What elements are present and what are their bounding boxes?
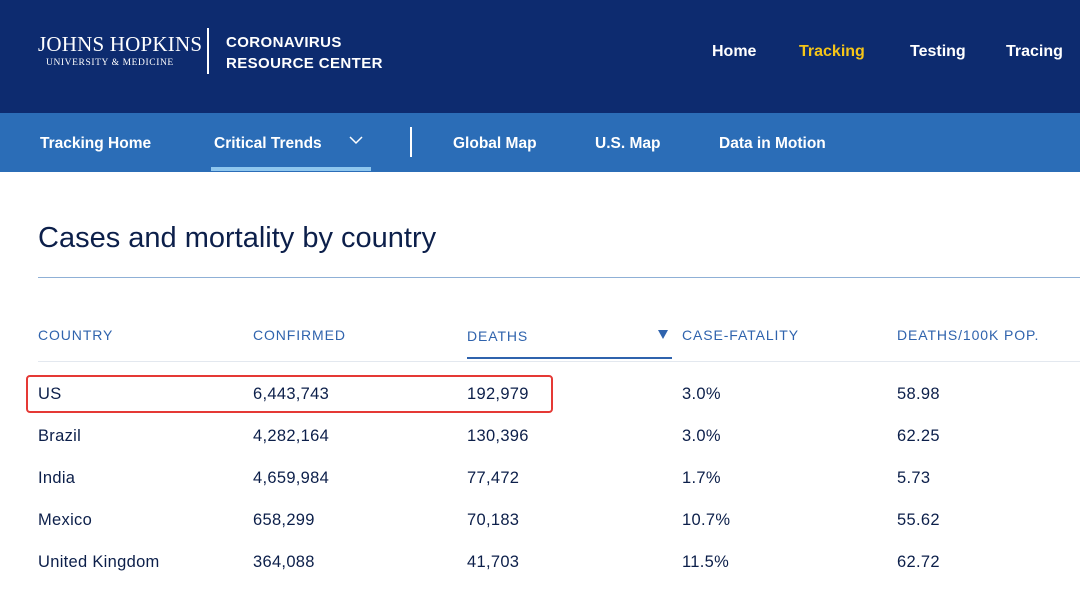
title-divider — [38, 277, 1080, 278]
nav-home[interactable]: Home — [712, 43, 757, 60]
cell-confirmed: 364,088 — [253, 553, 315, 571]
page-title: Cases and mortality by country — [38, 222, 437, 254]
subnav-data-in-motion[interactable]: Data in Motion — [719, 135, 826, 152]
cell-country: Brazil — [38, 427, 82, 445]
cell-deaths: 130,396 — [467, 427, 529, 445]
sort-descending-icon[interactable] — [658, 330, 668, 339]
cell-deaths: 192,979 — [467, 385, 529, 403]
column-header-deaths[interactable]: DEATHS — [467, 328, 529, 344]
logo-wordmark: JOHNS HOPKINS — [38, 32, 203, 56]
header-divider — [38, 361, 1080, 362]
chevron-down-icon[interactable] — [349, 135, 363, 145]
cell-deaths-per-100k: 55.62 — [897, 511, 940, 529]
site-header: JOHNS HOPKINS UNIVERSITY & MEDICINE CORO… — [0, 0, 1080, 113]
sorted-column-indicator — [467, 357, 672, 359]
table-row[interactable]: US 6,443,743 192,979 3.0% 58.98 — [0, 385, 1080, 423]
table-row[interactable]: United Kingdom 364,088 41,703 11.5% 62.7… — [0, 553, 1080, 591]
cell-deaths: 41,703 — [467, 553, 520, 571]
cell-deaths-per-100k: 62.25 — [897, 427, 940, 445]
cell-case-fatality: 3.0% — [682, 427, 721, 445]
column-header-confirmed[interactable]: CONFIRMED — [253, 327, 346, 343]
cell-case-fatality: 1.7% — [682, 469, 721, 487]
tracking-subnav: Tracking Home Critical Trends Global Map… — [0, 113, 1080, 172]
resource-center-line2: RESOURCE CENTER — [226, 55, 383, 72]
nav-testing[interactable]: Testing — [910, 43, 966, 60]
cell-country: United Kingdom — [38, 553, 160, 571]
cell-deaths-per-100k: 62.72 — [897, 553, 940, 571]
logo-subtitle: UNIVERSITY & MEDICINE — [46, 58, 174, 68]
cell-country: US — [38, 385, 62, 403]
subnav-tracking-home[interactable]: Tracking Home — [40, 135, 152, 152]
resource-center-line1: CORONAVIRUS — [226, 34, 342, 51]
jhu-logo[interactable]: JOHNS HOPKINS UNIVERSITY & MEDICINE — [38, 32, 202, 68]
cell-country: Mexico — [38, 511, 93, 529]
cell-confirmed: 658,299 — [253, 511, 315, 529]
subnav-critical-trends[interactable]: Critical Trends — [214, 135, 322, 152]
nav-tracing[interactable]: Tracing — [1006, 43, 1063, 60]
column-header-case-fatality[interactable]: CASE-FATALITY — [682, 327, 799, 343]
cell-case-fatality: 3.0% — [682, 385, 721, 403]
cell-confirmed: 6,443,743 — [253, 385, 330, 403]
table-row[interactable]: India 4,659,984 77,472 1.7% 5.73 — [0, 469, 1080, 507]
table-row[interactable]: Brazil 4,282,164 130,396 3.0% 62.25 — [0, 427, 1080, 465]
column-header-deaths-per-100k[interactable]: DEATHS/100K POP. — [897, 327, 1040, 343]
cell-deaths: 70,183 — [467, 511, 520, 529]
subnav-divider — [410, 127, 412, 157]
logo-divider — [207, 28, 209, 74]
resource-center-title[interactable]: CORONAVIRUS RESOURCE CENTER — [226, 32, 383, 74]
subnav-us-map[interactable]: U.S. Map — [595, 135, 661, 152]
cell-case-fatality: 10.7% — [682, 511, 731, 529]
row-highlight-annotation — [26, 375, 553, 413]
cell-deaths-per-100k: 58.98 — [897, 385, 940, 403]
cell-country: India — [38, 469, 76, 487]
column-header-country[interactable]: COUNTRY — [38, 327, 114, 343]
nav-tracking[interactable]: Tracking — [799, 43, 865, 60]
subnav-global-map[interactable]: Global Map — [453, 135, 537, 152]
cell-deaths: 77,472 — [467, 469, 520, 487]
cell-case-fatality: 11.5% — [682, 553, 730, 571]
cell-confirmed: 4,282,164 — [253, 427, 330, 445]
cell-deaths-per-100k: 5.73 — [897, 469, 931, 487]
cell-confirmed: 4,659,984 — [253, 469, 330, 487]
active-tab-indicator — [211, 167, 371, 171]
table-row[interactable]: Mexico 658,299 70,183 10.7% 55.62 — [0, 511, 1080, 549]
